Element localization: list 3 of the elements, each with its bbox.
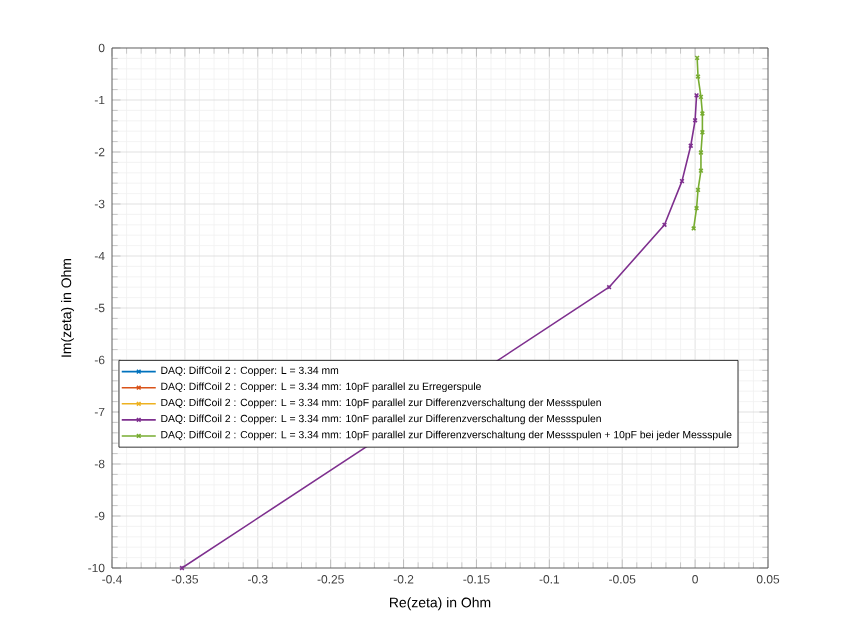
point — [699, 110, 706, 117]
point — [695, 187, 701, 193]
point — [688, 143, 694, 149]
